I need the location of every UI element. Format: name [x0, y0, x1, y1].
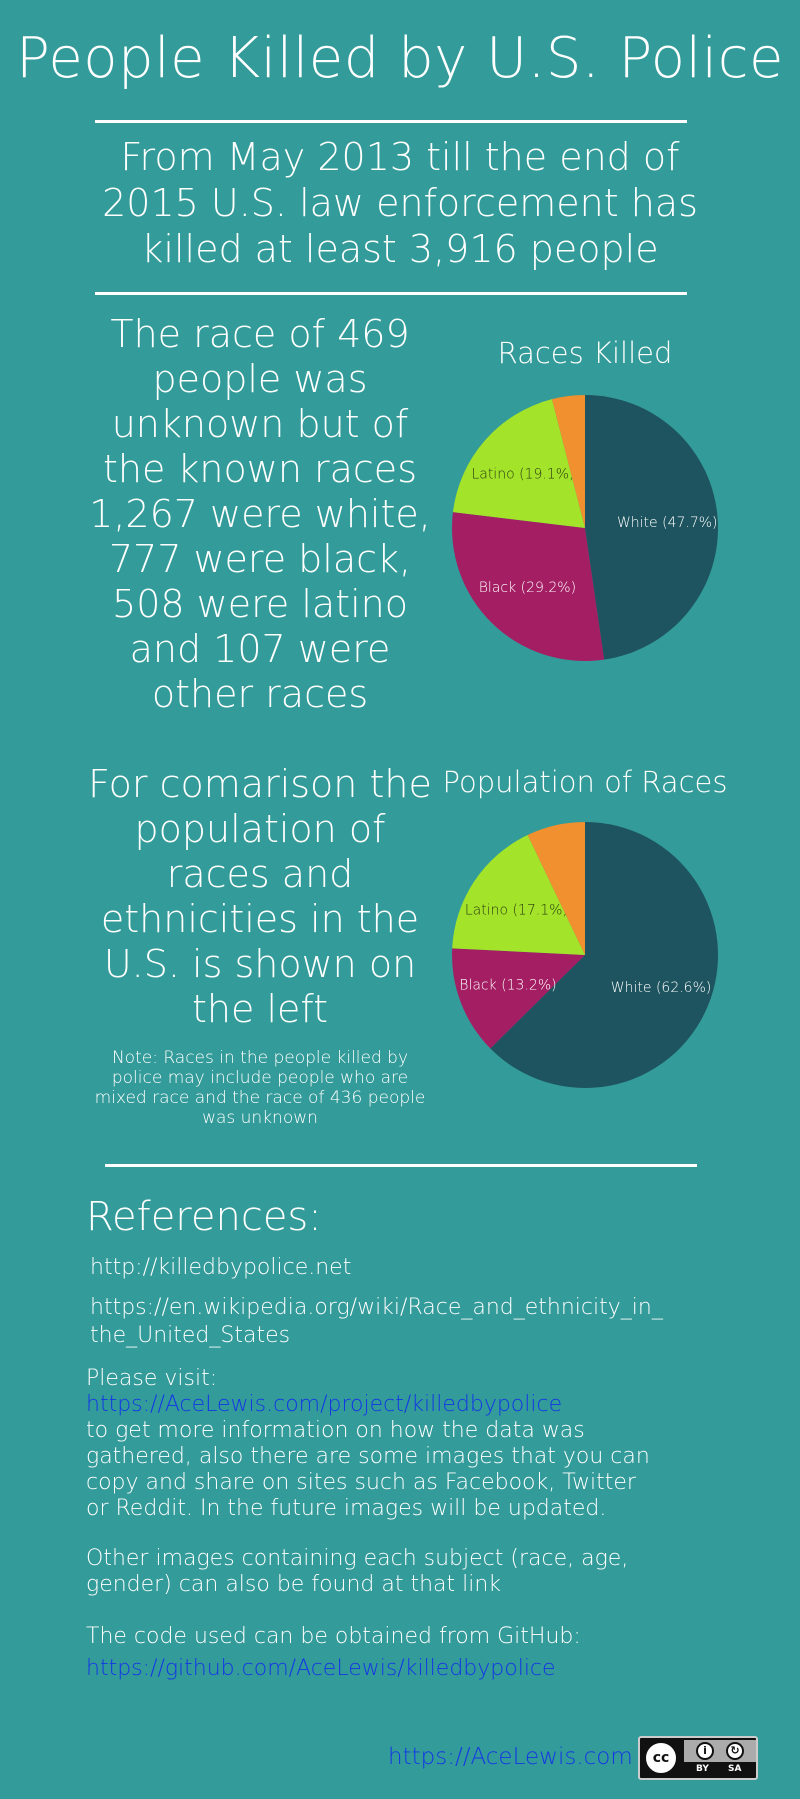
race-breakdown-text: The race of 469 people was unknown but o… [60, 312, 460, 717]
pie-slice [452, 512, 605, 661]
pie-slice-label: Black (29.2%) [479, 580, 576, 596]
code-paragraph: The code used can be obtained from GitHu… [86, 1624, 686, 1682]
visit-paragraph: Please visit: https://AceLewis.com/proje… [86, 1366, 686, 1522]
note-line: police may include people who are [111, 1068, 409, 1088]
race-text-line: other races [151, 672, 369, 716]
pie-chart-races-killed: White (47.7%) Black (29.2%) Latino (19.1%) [452, 395, 718, 661]
footer-link[interactable]: https://AceLewis.com [388, 1744, 633, 1770]
chart-title-races-killed: Races Killed [497, 336, 673, 370]
github-link[interactable]: https://github.com/AceLewis/killedbypoli… [86, 1656, 556, 1681]
summary-line: 2015 U.S. law enforcement has [102, 181, 698, 225]
page-title: People Killed by U.S. Police [16, 26, 784, 91]
references-heading: References: [86, 1194, 322, 1240]
cc-icon-strip: i ↻ [684, 1740, 756, 1762]
visit-label: Please visit: [86, 1366, 218, 1391]
note-line: was unknown [202, 1108, 318, 1128]
pie-slice-label: Latino (19.1%) [471, 467, 574, 483]
race-text-line: unknown but of [111, 402, 409, 446]
summary-text: From May 2013 till the end of 2015 U.S. … [60, 134, 740, 272]
reference-link[interactable]: https://en.wikipedia.org/wiki/Race_and_e… [90, 1294, 710, 1350]
population-comparison-text: For comarison the population of races an… [60, 762, 460, 1032]
pie-slice [452, 399, 585, 528]
reference-line: the_United_States [90, 1323, 291, 1348]
divider [95, 120, 687, 123]
pie-slice [551, 395, 585, 528]
visit-line: or Reddit. In the future images will be … [86, 1496, 607, 1521]
other-images-paragraph: Other images containing each subject (ra… [86, 1546, 686, 1598]
pie-slice [452, 835, 585, 955]
race-text-line: 508 were latino [112, 582, 408, 626]
summary-line: From May 2013 till the end of [120, 135, 680, 179]
reference-line: http://killedbypolice.net [90, 1255, 352, 1280]
summary-line: killed at least 3,916 people [141, 227, 659, 271]
project-link[interactable]: https://AceLewis.com/project/killedbypol… [86, 1392, 563, 1417]
cc-sa-label: SA [728, 1764, 742, 1774]
visit-line: gathered, also there are some images tha… [86, 1444, 650, 1469]
reference-line: https://en.wikipedia.org/wiki/Race_and_e… [90, 1295, 663, 1320]
pop-text-line: U.S. is shown on [103, 942, 417, 986]
attribution-icon: i [696, 1742, 714, 1760]
visit-line: to get more information on how the data … [86, 1418, 585, 1443]
chart-title-population: Population of Races [442, 765, 728, 799]
note-line: mixed race and the race of 436 people [94, 1088, 426, 1108]
race-text-line: people was [152, 357, 368, 401]
pie-chart-population: White (62.6%) Black (13.2%) Latino (17.1%) [452, 822, 718, 1088]
pie-slice [527, 822, 585, 955]
race-text-line: The race of 469 [110, 312, 410, 356]
pie-slice [452, 948, 585, 1049]
divider [105, 1164, 697, 1167]
pie-slice [490, 822, 718, 1088]
other-line: gender) can also be found at that link [86, 1572, 502, 1597]
code-label: The code used can be obtained from GitHu… [86, 1624, 581, 1649]
pie-slice-label: White (47.7%) [617, 515, 718, 531]
share-alike-icon: ↻ [726, 1742, 744, 1760]
pie-slice-label: Latino (17.1%) [465, 902, 568, 918]
race-text-line: the known races [102, 447, 417, 491]
reference-link[interactable]: http://killedbypolice.net [90, 1254, 710, 1282]
visit-line: copy and share on sites such as Facebook… [86, 1470, 636, 1495]
note-text: Note: Races in the people killed by poli… [80, 1048, 440, 1128]
other-line: Other images containing each subject (ra… [86, 1546, 629, 1571]
cc-by-label: BY [696, 1764, 709, 1774]
cc-icon: cc [644, 1741, 678, 1775]
pop-text-line: ethnicities in the [100, 897, 420, 941]
pop-text-line: races and [166, 852, 354, 896]
pop-text-line: population of [134, 807, 386, 851]
pie-slice [585, 395, 718, 660]
pie-slice-label: Black (13.2%) [459, 977, 556, 993]
divider [95, 292, 687, 295]
note-line: Note: Races in the people killed by [111, 1048, 409, 1068]
cc-license-badge[interactable]: cc i ↻ BY SA [638, 1736, 758, 1780]
pop-text-line: For comarison the [88, 762, 432, 806]
pie-slice-label: White (62.6%) [611, 980, 712, 996]
pop-text-line: the left [192, 987, 328, 1031]
race-text-line: 777 were black, [108, 537, 412, 581]
race-text-line: 1,267 were white, [89, 492, 431, 536]
race-text-line: and 107 were [129, 627, 391, 671]
